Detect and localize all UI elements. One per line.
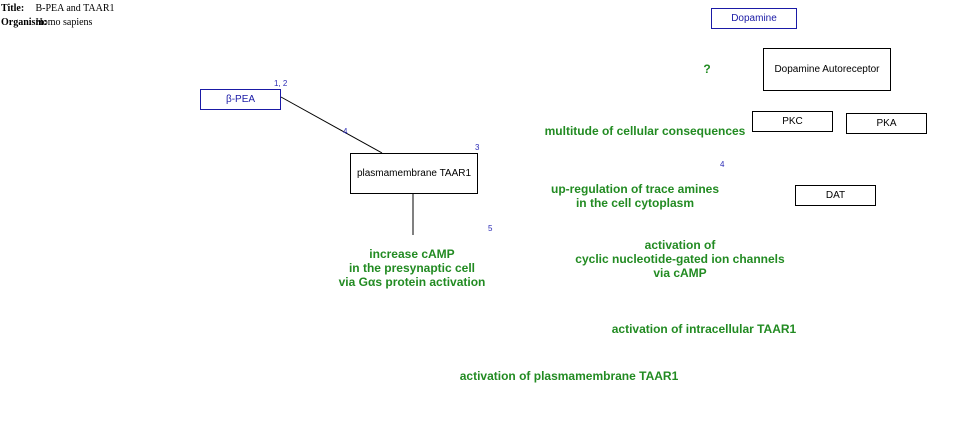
increase-camp-label: increase cAMP in the presynaptic cell vi… xyxy=(338,247,486,289)
title-line: Title: B-PEA and TAAR1 xyxy=(1,3,115,14)
dopamine-node[interactable]: Dopamine xyxy=(711,8,797,29)
dat-node[interactable]: DAT xyxy=(795,185,876,206)
ref-taar1[interactable]: 3 xyxy=(475,143,480,152)
dopamine-autoreceptor-node[interactable]: Dopamine Autoreceptor xyxy=(763,48,891,91)
title-key: Title: xyxy=(1,3,25,14)
pkc-node[interactable]: PKC xyxy=(752,111,833,132)
ref-pkc-area[interactable]: 4 xyxy=(720,160,725,169)
edge-beta-pea-to-taar1 xyxy=(280,96,383,154)
pka-label: PKA xyxy=(876,118,897,129)
ref-edge-beta-pea[interactable]: 4 xyxy=(343,127,348,136)
dat-label: DAT xyxy=(825,190,846,201)
pka-node[interactable]: PKA xyxy=(846,113,927,134)
organism-line: Organism: Homo sapiens xyxy=(1,17,92,28)
organism-value: Homo sapiens xyxy=(35,17,93,28)
intracellular-taar1-label: activation of intracellular TAAR1 xyxy=(611,322,797,336)
question-label: ? xyxy=(703,62,711,76)
ref-beta-pea[interactable]: 1, 2 xyxy=(274,79,288,88)
beta-pea-node[interactable]: β-PEA xyxy=(200,89,281,110)
organism-key: Organism: xyxy=(1,17,48,28)
plasmamembrane-taar1-node[interactable]: plasmamembrane TAAR1 xyxy=(350,153,478,194)
beta-pea-label: β-PEA xyxy=(225,94,256,105)
multitude-label: multitude of cellular consequences xyxy=(544,124,746,138)
dopamine-autoreceptor-label: Dopamine Autoreceptor xyxy=(774,64,880,75)
ref-increase-camp[interactable]: 5 xyxy=(488,224,493,233)
pkc-label: PKC xyxy=(782,116,803,127)
cng-channels-label: activation of cyclic nucleotide-gated io… xyxy=(575,238,785,280)
title-value: B-PEA and TAAR1 xyxy=(35,3,115,14)
plasmamembrane-activation-label: activation of plasmamembrane TAAR1 xyxy=(459,369,679,383)
dopamine-label: Dopamine xyxy=(731,13,777,24)
upregulation-label: up-regulation of trace amines in the cel… xyxy=(550,182,720,210)
plasmamembrane-taar1-label: plasmamembrane TAAR1 xyxy=(356,168,472,179)
